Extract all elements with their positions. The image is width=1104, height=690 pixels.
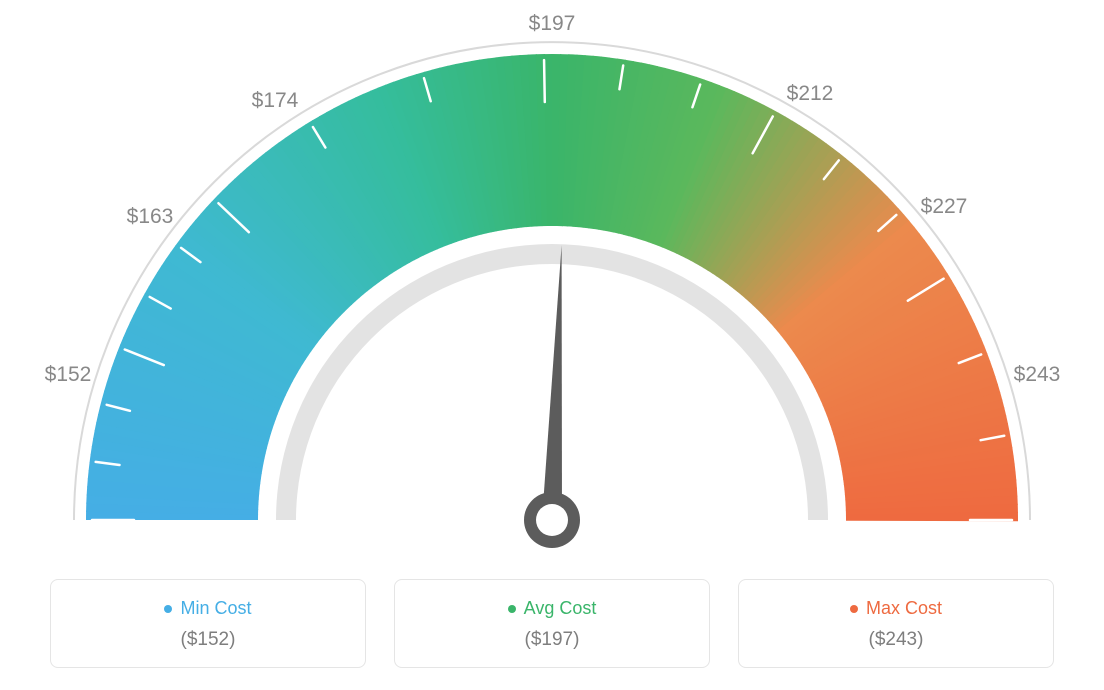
gauge-tick-label: $197 [529, 12, 576, 36]
min-cost-label: Min Cost [180, 598, 251, 619]
gauge-tick-label: $174 [252, 89, 299, 113]
cost-gauge: $152 $163 $174 $197 $212 $227 $243 [0, 0, 1104, 560]
gauge-tick-label: $152 [45, 363, 92, 387]
avg-cost-label-row: Avg Cost [395, 598, 709, 619]
avg-dot-icon [508, 605, 516, 613]
gauge-tick-label: $243 [1014, 363, 1061, 387]
gauge-tick-label: $227 [921, 195, 968, 219]
max-cost-label: Max Cost [866, 598, 942, 619]
min-cost-value: ($152) [51, 629, 365, 651]
avg-cost-value: ($197) [395, 629, 709, 651]
max-cost-value: ($243) [739, 629, 1053, 651]
avg-cost-card: Avg Cost ($197) [394, 579, 710, 668]
gauge-tick-label: $163 [127, 205, 174, 229]
cost-cards: Min Cost ($152) Avg Cost ($197) Max Cost… [50, 579, 1054, 668]
max-cost-card: Max Cost ($243) [738, 579, 1054, 668]
max-dot-icon [850, 605, 858, 613]
gauge-svg [0, 0, 1104, 560]
min-cost-label-row: Min Cost [51, 598, 365, 619]
min-dot-icon [164, 605, 172, 613]
min-cost-card: Min Cost ($152) [50, 579, 366, 668]
avg-cost-label: Avg Cost [524, 598, 597, 619]
gauge-tick-label: $212 [787, 82, 834, 106]
max-cost-label-row: Max Cost [739, 598, 1053, 619]
